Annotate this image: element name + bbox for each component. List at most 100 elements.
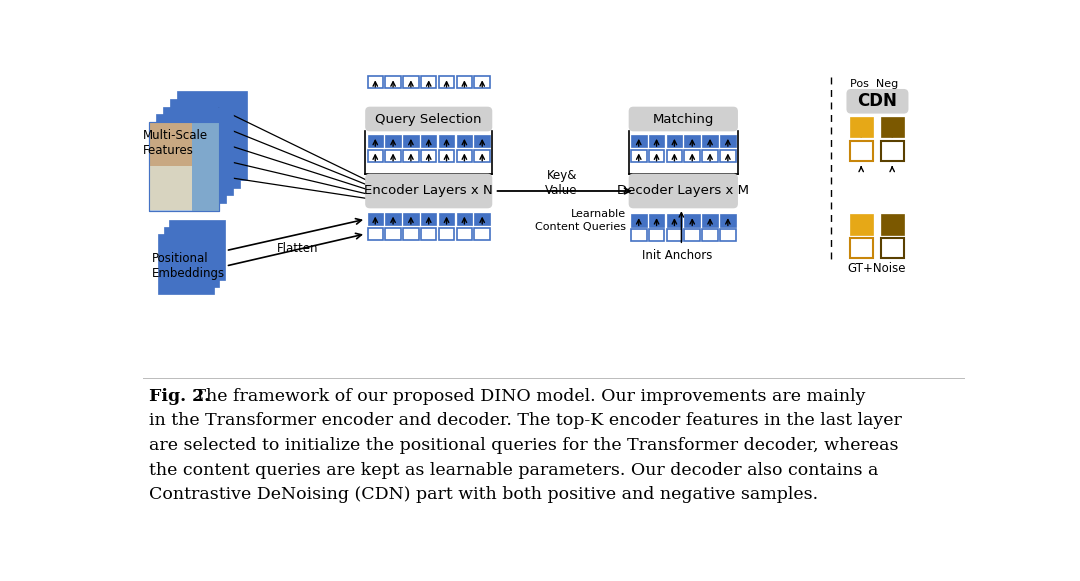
- Bar: [880, 238, 904, 257]
- Bar: [386, 150, 401, 162]
- Bar: [474, 213, 490, 225]
- Bar: [474, 150, 490, 162]
- Bar: [163, 107, 232, 195]
- Bar: [457, 135, 472, 148]
- Bar: [649, 150, 664, 162]
- Bar: [702, 150, 718, 162]
- FancyBboxPatch shape: [847, 89, 908, 114]
- Bar: [156, 114, 226, 203]
- Bar: [386, 228, 401, 240]
- Bar: [438, 213, 455, 225]
- Bar: [386, 213, 401, 225]
- Bar: [685, 214, 700, 227]
- Text: The framework of our proposed DINO model. Our improvements are mainly: The framework of our proposed DINO model…: [189, 388, 866, 405]
- Bar: [457, 228, 472, 240]
- Text: Query Selection: Query Selection: [376, 113, 482, 125]
- Text: Pos  Neg: Pos Neg: [850, 78, 897, 88]
- Text: Contrastive DeNoising (CDN) part with both positive and negative samples.: Contrastive DeNoising (CDN) part with bo…: [149, 486, 818, 503]
- Bar: [149, 166, 218, 210]
- Bar: [177, 91, 246, 180]
- Bar: [386, 76, 401, 88]
- Text: Multi-Scale
Features: Multi-Scale Features: [143, 129, 207, 157]
- Bar: [457, 213, 472, 225]
- Text: GT+Noise: GT+Noise: [848, 262, 906, 275]
- Text: Init Anchors: Init Anchors: [643, 249, 713, 262]
- Bar: [421, 228, 436, 240]
- Bar: [421, 76, 436, 88]
- Text: are selected to initialize the positional queries for the Transformer decoder, w: are selected to initialize the positiona…: [149, 437, 899, 454]
- Bar: [386, 135, 401, 148]
- Bar: [474, 135, 490, 148]
- Text: Matching: Matching: [652, 113, 714, 125]
- Bar: [438, 135, 455, 148]
- Bar: [421, 213, 436, 225]
- Bar: [649, 214, 664, 227]
- Bar: [367, 150, 383, 162]
- Bar: [403, 76, 419, 88]
- Bar: [403, 213, 419, 225]
- Bar: [685, 229, 700, 242]
- Text: the content queries are kept as learnable parameters. Our decoder also contains : the content queries are kept as learnabl…: [149, 462, 878, 479]
- Text: Learnable
Content Queries: Learnable Content Queries: [536, 209, 626, 232]
- Bar: [367, 135, 383, 148]
- Bar: [850, 238, 873, 257]
- Bar: [438, 150, 455, 162]
- Bar: [702, 135, 718, 148]
- Bar: [850, 117, 873, 138]
- Bar: [649, 135, 664, 148]
- Bar: [720, 229, 735, 242]
- Bar: [666, 150, 683, 162]
- Bar: [666, 229, 683, 242]
- Bar: [159, 234, 214, 294]
- Bar: [631, 214, 647, 227]
- Bar: [880, 117, 904, 138]
- Bar: [649, 229, 664, 242]
- Bar: [403, 150, 419, 162]
- Bar: [880, 214, 904, 235]
- Text: Encoder Layers x N: Encoder Layers x N: [364, 185, 494, 198]
- Bar: [403, 135, 419, 148]
- Bar: [457, 76, 472, 88]
- Bar: [170, 220, 225, 280]
- Bar: [685, 135, 700, 148]
- Bar: [149, 122, 218, 211]
- Text: Fig. 2.: Fig. 2.: [149, 388, 211, 405]
- Bar: [880, 141, 904, 160]
- Text: Key&
Value: Key& Value: [545, 169, 578, 198]
- FancyBboxPatch shape: [629, 174, 738, 209]
- Bar: [666, 135, 683, 148]
- FancyBboxPatch shape: [629, 107, 738, 131]
- Bar: [367, 76, 383, 88]
- Bar: [720, 214, 735, 227]
- Bar: [631, 150, 647, 162]
- Bar: [720, 135, 735, 148]
- Bar: [149, 122, 218, 211]
- Bar: [474, 76, 490, 88]
- Bar: [367, 228, 383, 240]
- Bar: [421, 150, 436, 162]
- Bar: [438, 228, 455, 240]
- Bar: [421, 135, 436, 148]
- Bar: [702, 214, 718, 227]
- Bar: [702, 229, 718, 242]
- Bar: [631, 135, 647, 148]
- Bar: [164, 227, 219, 287]
- Text: in the Transformer encoder and decoder. The top-K encoder features in the last l: in the Transformer encoder and decoder. …: [149, 413, 902, 429]
- Text: Decoder Layers x M: Decoder Layers x M: [618, 185, 750, 198]
- Bar: [367, 213, 383, 225]
- Bar: [149, 122, 218, 166]
- Bar: [403, 228, 419, 240]
- Text: Flatten: Flatten: [276, 242, 319, 255]
- Bar: [850, 141, 873, 160]
- Bar: [191, 122, 218, 211]
- Bar: [850, 214, 873, 235]
- FancyBboxPatch shape: [365, 107, 492, 131]
- Text: Positional
Embeddings: Positional Embeddings: [152, 252, 225, 280]
- Bar: [474, 228, 490, 240]
- Text: CDN: CDN: [858, 92, 897, 110]
- Bar: [170, 99, 240, 188]
- Bar: [685, 150, 700, 162]
- Bar: [631, 229, 647, 242]
- Bar: [720, 150, 735, 162]
- Bar: [666, 214, 683, 227]
